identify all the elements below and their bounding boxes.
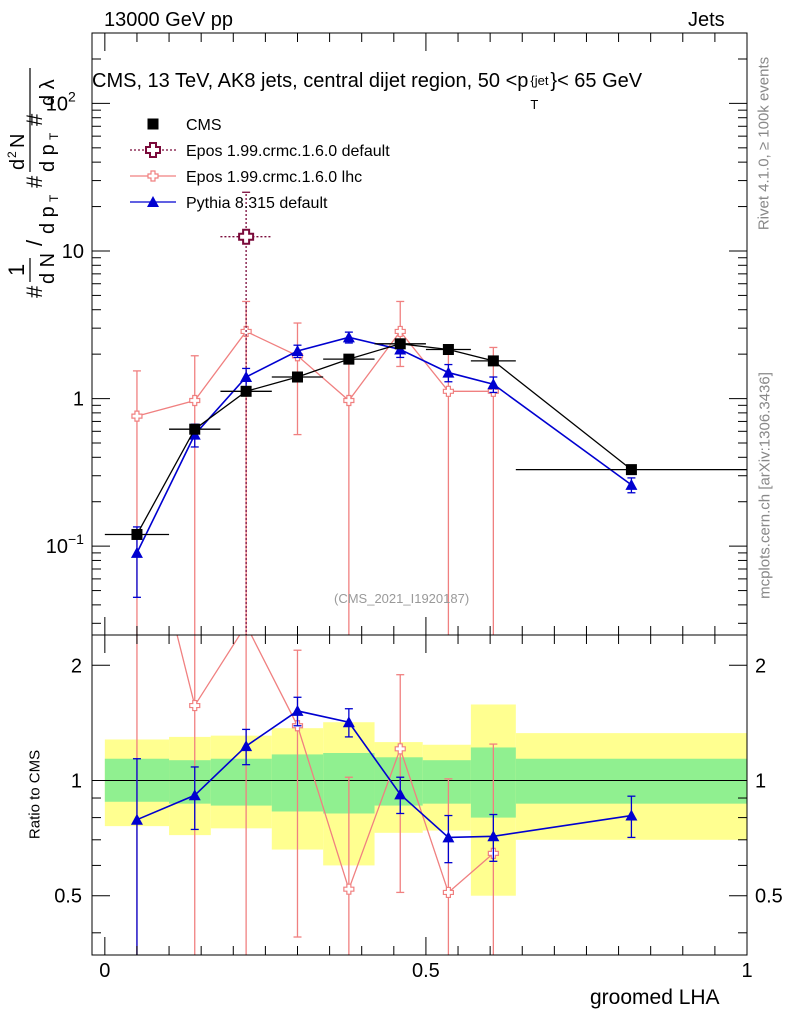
main-ytick-sup-0: −1 (68, 531, 84, 547)
ratio-epos_lhc-point-5 (394, 743, 406, 755)
x-tick-label-0: 0 (99, 960, 110, 982)
ratio-epos_lhc-point-1 (189, 699, 201, 712)
band-inner-1 (169, 760, 211, 804)
plot-title: CMS, 13 TeV, AK8 jets, central dijet reg… (92, 70, 643, 112)
svg-text:d: d (7, 159, 29, 170)
x-tick-label-2: 1 (741, 960, 752, 982)
main-epos_lhc-point-5 (394, 325, 406, 338)
analysis-tag: (CMS_2021_I1920187) (334, 591, 470, 606)
ratio-ytick-label-left-2: 2 (71, 655, 82, 677)
svg-text:d N: d N (37, 253, 59, 284)
legend-marker-epos_default (145, 142, 161, 158)
plot-title-tail: }< 65 GeV (550, 70, 643, 92)
svg-text:T: T (47, 132, 61, 140)
main-cms-point-5 (394, 338, 406, 350)
ratio-epos_lhc-line (176, 635, 494, 894)
main-pythia-point-2 (240, 371, 253, 383)
main-cms-point-8 (625, 464, 637, 476)
ratio-frame (91, 634, 748, 956)
main-cms-point-7 (487, 355, 499, 367)
band-inner-2 (210, 758, 272, 806)
legend-label-cms: CMS (186, 117, 222, 134)
ratio-series-layer (130, 635, 638, 955)
plot-title-main: CMS, 13 TeV, AK8 jets, central dijet reg… (92, 70, 529, 92)
legend-label-pythia: Pythia 8.315 default (186, 195, 328, 212)
legend-marker-cms (147, 118, 159, 130)
svg-text:d p: d p (37, 144, 59, 172)
main-epos_lhc-point-0 (131, 410, 143, 422)
svg-text:#: # (22, 113, 47, 126)
main-pythia-point-7 (487, 378, 500, 390)
plot-title-sub: T (530, 97, 539, 112)
svg-text:N: N (7, 134, 29, 148)
main-cms-point-1 (189, 423, 201, 435)
main-epos_lhc-point-6 (442, 385, 454, 397)
ratio-ytick-label-left-0: 0.5 (54, 886, 82, 908)
legend-marker-pythia (147, 196, 159, 207)
svg-text:#: # (22, 285, 47, 298)
main-epos_default-point-0 (238, 228, 255, 245)
main-epos_lhc-point-4 (343, 394, 355, 407)
main-pythia-point-8 (625, 478, 638, 490)
main-pythia-point-3 (291, 345, 304, 357)
main-y-axis-label: # 1 d N / d p T # d 2 N d p T # d λ (2, 0, 62, 298)
legend-marker-epos_lhc (147, 170, 159, 182)
main-pythia-point-0 (130, 546, 143, 558)
svg-text:T: T (47, 194, 61, 202)
header-left: 13000 GeV pp (104, 9, 233, 31)
main-ytick-label-1: 1 (73, 389, 84, 411)
legend-label-epos_default: Epos 1.99.crmc.1.6.0 default (186, 143, 390, 160)
svg-text:1: 1 (4, 264, 29, 276)
ratio-pythia-point-7 (487, 830, 500, 842)
ratio-pythia-point-3 (291, 704, 304, 716)
rivet-label: Rivet 4.1.0, ≥ 100k events (755, 56, 773, 231)
main-ytick-label-0: 10 (46, 536, 68, 558)
ratio-y-axis-label: Ratio to CMS (26, 749, 44, 840)
legend-label-epos_lhc: Epos 1.99.crmc.1.6.0 lhc (186, 169, 362, 186)
svg-text:d λ: d λ (37, 79, 59, 106)
svg-text:#: # (22, 175, 47, 188)
main-cms-line (136, 343, 632, 535)
ratio-pythia-point-1 (188, 789, 201, 801)
main-ytick-label-2: 10 (62, 241, 84, 263)
band-inner-6 (422, 760, 471, 804)
main-epos_lhc-line (136, 330, 494, 417)
ratio-epos_lhc-point-6 (442, 886, 454, 899)
main-pythia-point-6 (442, 366, 455, 378)
main-cms-point-6 (442, 344, 454, 356)
plot-title-sup: {jet (530, 73, 549, 88)
x-axis-label: groomed LHA (590, 986, 720, 1009)
ratio-ytick-label-left-1: 1 (71, 771, 82, 793)
ratio-pythia-point-6 (442, 831, 455, 843)
mcplots-label: mcplots.cern.ch [arXiv:1306.3436] (756, 372, 774, 599)
main-cms-point-3 (291, 371, 303, 383)
main-cms-point-0 (131, 528, 143, 540)
svg-text:/: / (22, 239, 47, 246)
legend: CMS Epos 1.99.crmc.1.6.0 default Epos 1.99… (130, 117, 390, 212)
ratio-epos_lhc-point-4 (343, 883, 355, 895)
ratio-pythia-point-2 (240, 740, 253, 752)
ratio-ytick-label-right-1: 1 (755, 771, 766, 793)
ratio-pythia-point-4 (342, 716, 355, 728)
header-right: Jets (688, 9, 725, 31)
ratio-ytick-label-right-0: 0.5 (755, 886, 783, 908)
x-tick-label-1: 0.5 (412, 960, 440, 982)
main-series-layer (104, 191, 747, 635)
main-pythia-point-4 (342, 331, 355, 343)
ratio-pythia-point-8 (625, 809, 638, 821)
ratio-ytick-label-right-2: 2 (755, 655, 766, 677)
y-axis-formula: # 1 d N / d p T # d 2 N d p T # d λ (4, 68, 61, 298)
ratio-pythia-point-0 (130, 813, 143, 825)
svg-text:2: 2 (5, 151, 19, 158)
svg-text:d p: d p (37, 206, 59, 234)
main-cms-point-4 (343, 353, 355, 365)
main-ytick-label-3: 10 (46, 93, 68, 115)
main-pythia-line (136, 336, 632, 554)
main-ytick-sup-3: 2 (68, 88, 76, 104)
main-cms-point-2 (240, 385, 252, 397)
main-epos_lhc-point-1 (189, 394, 201, 407)
ratio-pythia-point-5 (394, 788, 407, 800)
